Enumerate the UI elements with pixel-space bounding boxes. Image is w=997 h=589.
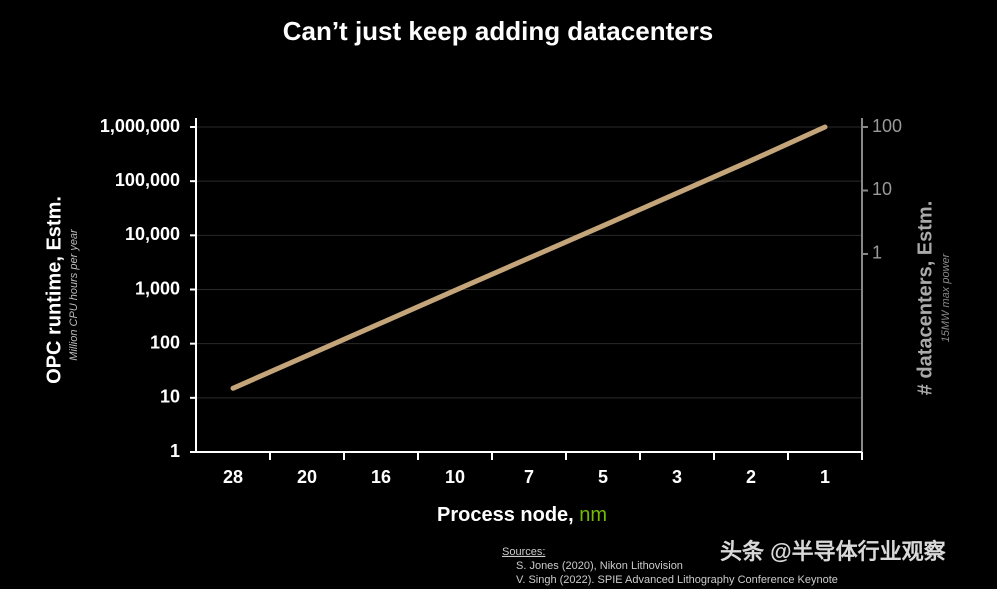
x-tick-label: 10 [445,467,465,487]
y2-tick-label: 10 [872,179,892,199]
sources-heading: Sources: [502,546,545,558]
source: V. Singh (2022). SPIE Advanced Lithograp… [516,574,838,586]
y-tick-label: 100,000 [115,170,180,190]
y-tick-label: 1,000,000 [100,116,180,136]
x-tick-label: 20 [297,467,317,487]
y2-tick-label: 1 [872,243,882,263]
y-tick-label: 1 [170,441,180,461]
x-tick-label: 2 [746,467,756,487]
chart-title: Can’t just keep adding datacenters [283,16,714,46]
source: S. Jones (2020), Nikon Lithovision [516,560,683,572]
x-tick-label: 28 [223,467,243,487]
y2-axis-label: # datacenters, Estm. [914,201,936,396]
x-tick-label: 7 [524,467,534,487]
x-tick-label: 3 [672,467,682,487]
y2-tick-label: 100 [872,116,902,136]
x-tick-label: 16 [371,467,391,487]
y-tick-label: 10,000 [125,224,180,244]
watermark: 头条 @半导体行业观察 [720,539,947,564]
x-axis-unit: nm [579,504,607,526]
x-axis-label-text: Process node, [437,504,579,526]
y2-axis-sublabel: 15MW max power [940,252,952,342]
y-axis-sublabel: Million CPU hours per year [68,228,80,361]
y-tick-label: 10 [160,387,180,407]
x-axis-label: Process node, nm [437,504,607,526]
x-tick-label: 1 [820,467,830,487]
y-tick-label: 1,000 [135,278,180,298]
x-tick-label: 5 [598,467,608,487]
y-axis-label: OPC runtime, Estm. [43,196,65,384]
y-tick-label: 100 [150,332,180,352]
line [230,124,828,391]
